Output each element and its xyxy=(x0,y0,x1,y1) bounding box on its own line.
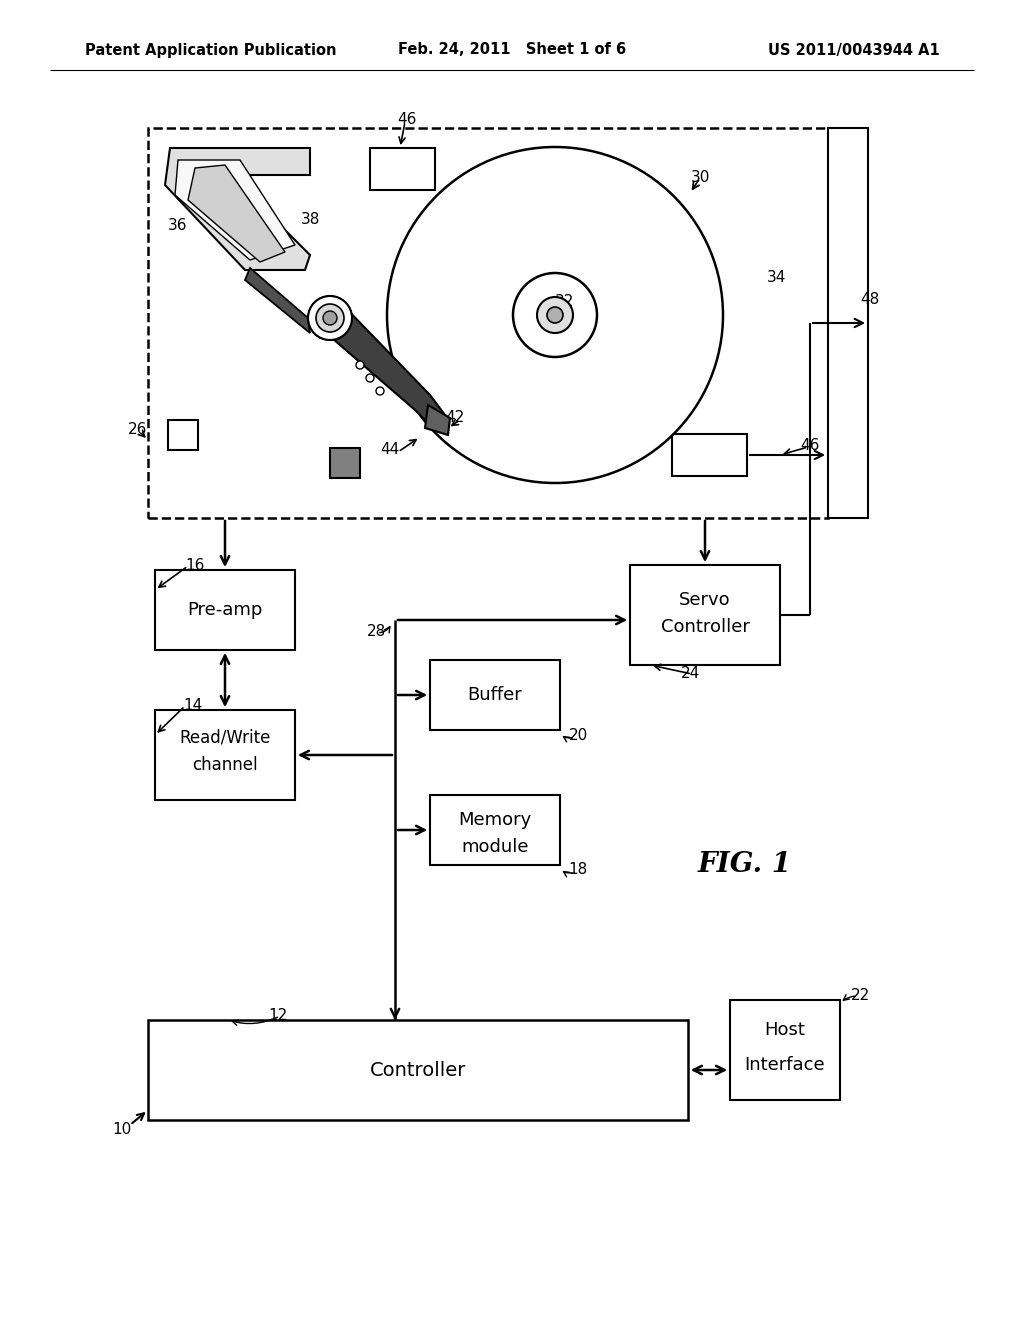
Text: Pre-amp: Pre-amp xyxy=(187,601,263,619)
Text: Host: Host xyxy=(765,1020,806,1039)
Bar xyxy=(630,565,780,665)
Text: 20: 20 xyxy=(568,727,588,742)
Bar xyxy=(370,148,435,190)
Bar xyxy=(168,420,198,450)
Circle shape xyxy=(322,310,338,326)
Polygon shape xyxy=(245,268,310,333)
Circle shape xyxy=(316,304,344,333)
Text: US 2011/0043944 A1: US 2011/0043944 A1 xyxy=(768,42,940,58)
Text: 26: 26 xyxy=(128,422,147,437)
Circle shape xyxy=(513,273,597,356)
Text: 38: 38 xyxy=(300,213,319,227)
Bar xyxy=(148,1020,688,1119)
Text: 18: 18 xyxy=(568,862,588,878)
Text: 22: 22 xyxy=(850,987,869,1002)
Text: 28: 28 xyxy=(368,624,387,639)
Circle shape xyxy=(376,387,384,395)
Bar xyxy=(155,710,295,800)
Bar xyxy=(155,570,295,649)
Circle shape xyxy=(537,297,573,333)
Circle shape xyxy=(547,308,563,323)
Circle shape xyxy=(356,360,364,370)
Text: 42: 42 xyxy=(445,411,465,425)
Text: Read/Write: Read/Write xyxy=(179,729,270,747)
Text: 36: 36 xyxy=(168,218,187,232)
Text: Memory: Memory xyxy=(459,810,531,829)
Bar xyxy=(672,434,746,477)
Polygon shape xyxy=(175,160,295,260)
Text: 30: 30 xyxy=(690,170,710,186)
Text: 16: 16 xyxy=(185,557,205,573)
Text: 12: 12 xyxy=(268,1007,288,1023)
Text: FIG. 1: FIG. 1 xyxy=(698,851,792,879)
Polygon shape xyxy=(330,447,360,478)
Text: 24: 24 xyxy=(680,665,699,681)
Text: 14: 14 xyxy=(183,697,203,713)
Circle shape xyxy=(316,304,344,333)
Text: 32: 32 xyxy=(555,294,574,309)
Bar xyxy=(148,128,828,517)
Circle shape xyxy=(308,296,352,341)
Text: channel: channel xyxy=(193,756,258,774)
Bar xyxy=(430,795,560,865)
Polygon shape xyxy=(165,148,310,271)
Text: Controller: Controller xyxy=(370,1060,466,1080)
Text: 40: 40 xyxy=(338,327,357,342)
Text: 46: 46 xyxy=(801,437,819,453)
Text: 10: 10 xyxy=(113,1122,132,1138)
Text: Interface: Interface xyxy=(744,1056,825,1074)
Circle shape xyxy=(366,374,374,381)
Text: 46: 46 xyxy=(397,112,417,128)
Polygon shape xyxy=(425,405,450,436)
Polygon shape xyxy=(188,165,285,261)
Text: module: module xyxy=(461,838,528,855)
Bar xyxy=(430,660,560,730)
Text: Servo: Servo xyxy=(679,591,731,609)
Circle shape xyxy=(308,296,352,341)
Circle shape xyxy=(387,147,723,483)
Text: 34: 34 xyxy=(766,271,785,285)
Text: Controller: Controller xyxy=(660,618,750,636)
Text: Buffer: Buffer xyxy=(468,686,522,704)
Polygon shape xyxy=(322,300,445,425)
Text: Feb. 24, 2011   Sheet 1 of 6: Feb. 24, 2011 Sheet 1 of 6 xyxy=(398,42,626,58)
Text: 48: 48 xyxy=(860,293,880,308)
Bar xyxy=(828,128,868,517)
Text: Patent Application Publication: Patent Application Publication xyxy=(85,42,337,58)
Circle shape xyxy=(323,312,337,325)
Circle shape xyxy=(326,314,334,322)
Bar xyxy=(730,1001,840,1100)
Text: 44: 44 xyxy=(380,442,399,458)
